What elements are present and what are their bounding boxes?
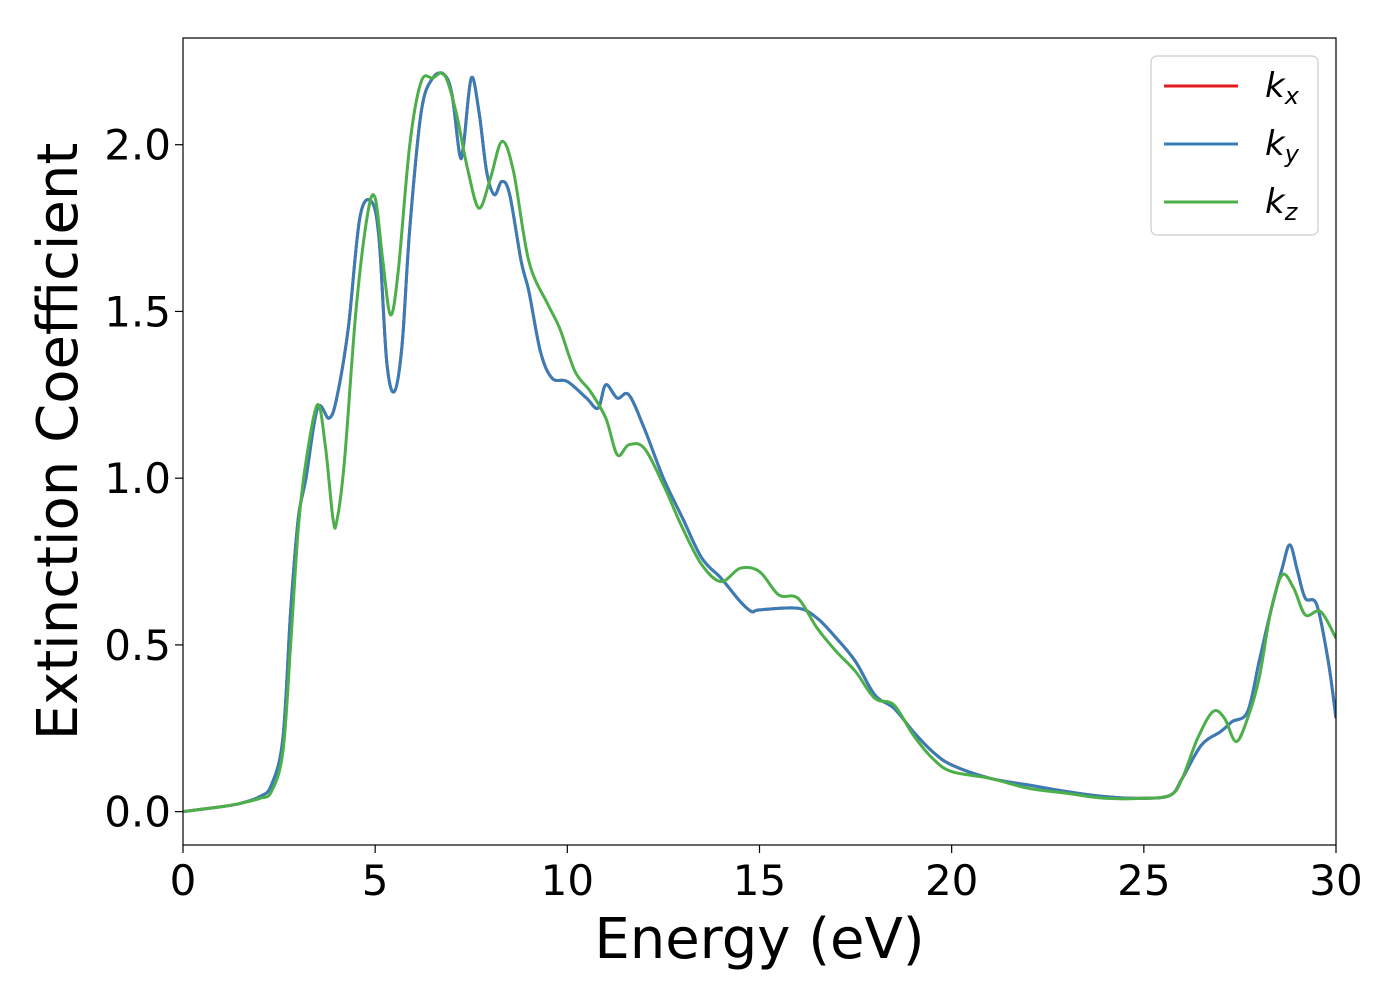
x-axis-title: Energy (eV): [594, 907, 924, 972]
x-tick-label: 30: [1309, 856, 1362, 905]
y-tick-label: 2.0: [104, 121, 171, 170]
y-tick-label: 0.0: [104, 788, 171, 837]
x-axis: 0 5 10 15 20 25 30: [170, 845, 1363, 905]
y-tick-label: 0.5: [104, 621, 171, 670]
x-tick-label: 25: [1117, 856, 1170, 905]
y-axis: 0.0 0.5 1.0 1.5 2.0: [104, 121, 183, 837]
legend: kx ky kz: [1150, 55, 1319, 236]
x-tick-label: 10: [541, 856, 594, 905]
x-tick-label: 5: [362, 856, 389, 905]
legend-label-y: ky: [1265, 124, 1300, 168]
x-tick-label: 20: [925, 856, 978, 905]
legend-label-x: kx: [1265, 66, 1300, 110]
series-line-z: [183, 71, 1336, 814]
x-tick-label: 0: [170, 856, 197, 905]
y-axis-title: Extinction Coefficient: [26, 143, 91, 741]
x-tick-label: 15: [733, 856, 786, 905]
y-tick-label: 1.0: [104, 454, 171, 503]
y-tick-label: 1.5: [104, 287, 171, 336]
plot-lines: [183, 71, 1336, 814]
legend-label-z: kz: [1265, 182, 1299, 226]
